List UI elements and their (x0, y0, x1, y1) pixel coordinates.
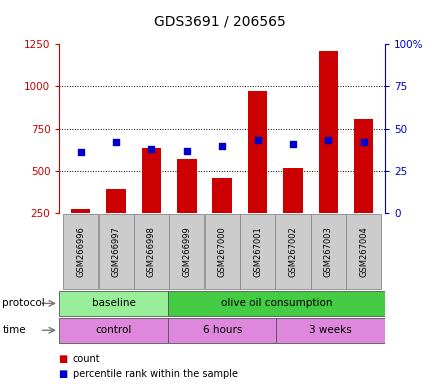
Text: baseline: baseline (92, 298, 136, 308)
Bar (134, 214, 169, 289)
Point (325, 137, 332, 144)
Point (148, 146, 155, 152)
Bar (213, 178, 232, 213)
Bar (99, 214, 134, 289)
Bar (319, 51, 338, 213)
Text: GSM267002: GSM267002 (289, 226, 297, 277)
Text: olive oil consumption: olive oil consumption (221, 298, 332, 308)
Point (77, 149, 84, 156)
Text: GSM266999: GSM266999 (182, 226, 191, 277)
Text: 3 weeks: 3 weeks (309, 325, 352, 335)
Bar (283, 167, 303, 213)
Bar (106, 189, 126, 213)
Text: control: control (95, 325, 132, 335)
Bar (248, 91, 268, 213)
Text: ■: ■ (59, 369, 72, 379)
Bar (354, 119, 374, 213)
Bar (63, 214, 98, 289)
Bar (275, 214, 311, 289)
Point (183, 147, 191, 154)
Point (360, 139, 367, 145)
Text: GSM266997: GSM266997 (111, 226, 121, 277)
Text: GSM267000: GSM267000 (218, 226, 227, 277)
Bar (177, 159, 197, 213)
Text: percentile rank within the sample: percentile rank within the sample (73, 369, 238, 379)
Text: ■: ■ (59, 354, 72, 364)
Bar (142, 148, 161, 213)
Bar (168, 318, 276, 343)
Text: count: count (73, 354, 100, 364)
Text: 6 hours: 6 hours (202, 325, 242, 335)
Bar (346, 214, 381, 289)
Point (113, 139, 120, 145)
Bar (71, 209, 90, 213)
Text: GSM267003: GSM267003 (324, 226, 333, 277)
Bar (205, 214, 240, 289)
Text: protocol: protocol (2, 298, 45, 308)
Text: GSM266996: GSM266996 (76, 226, 85, 277)
Point (254, 137, 261, 144)
Bar (168, 291, 385, 316)
Text: GDS3691 / 206565: GDS3691 / 206565 (154, 14, 286, 28)
Bar (311, 214, 346, 289)
Text: GSM266998: GSM266998 (147, 226, 156, 277)
Text: GSM267004: GSM267004 (359, 226, 368, 277)
Point (219, 142, 226, 149)
Bar (276, 318, 385, 343)
Bar (59, 291, 168, 316)
Text: time: time (2, 325, 26, 335)
Point (290, 141, 297, 147)
Bar (59, 318, 168, 343)
Text: GSM267001: GSM267001 (253, 226, 262, 277)
Bar (169, 214, 204, 289)
Bar (240, 214, 275, 289)
